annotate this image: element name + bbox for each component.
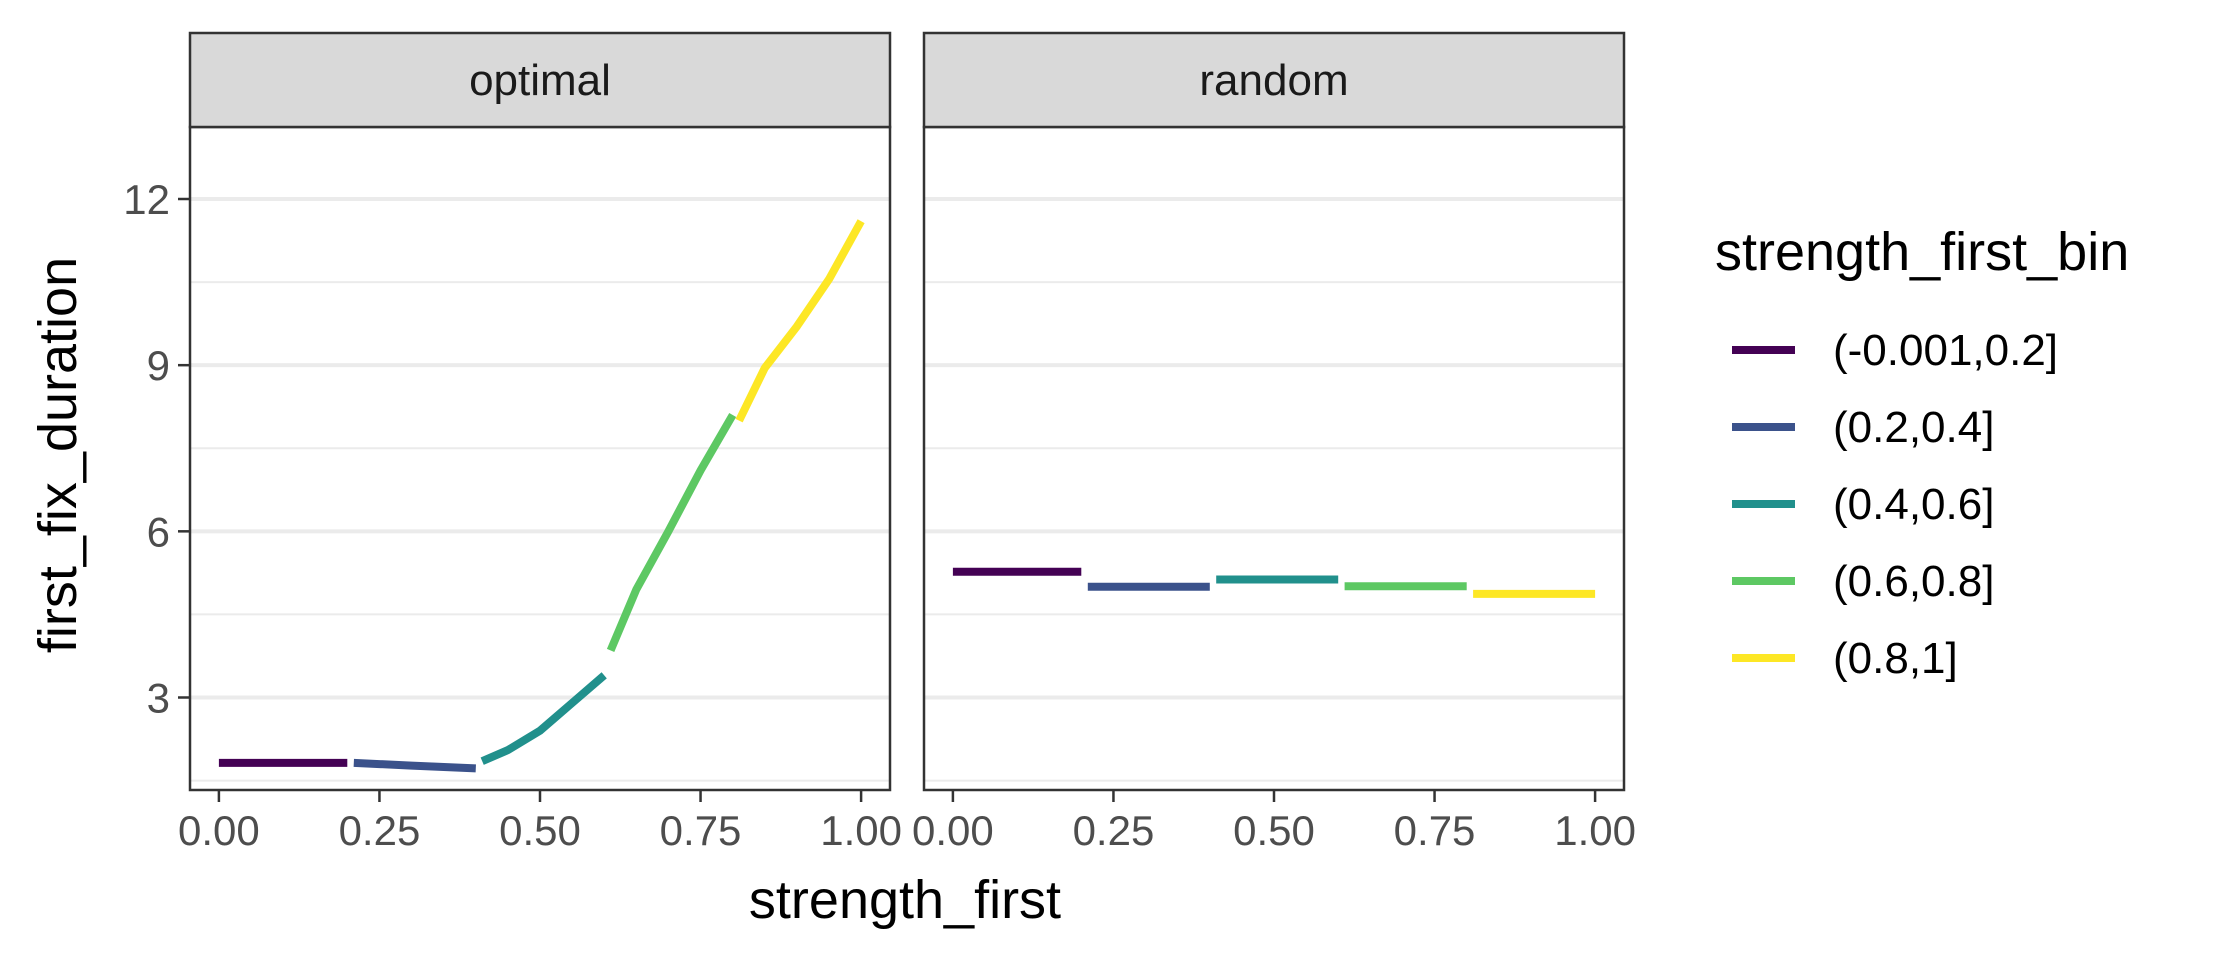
legend-label: (0.2,0.4] [1833, 403, 1994, 452]
x-tick-label: 0.25 [339, 807, 421, 854]
x-tick-label: 0.75 [660, 807, 742, 854]
legend-label: (-0.001,0.2] [1833, 326, 2058, 375]
x-axis-optimal: 0.00 0.25 0.50 0.75 1.00 [178, 790, 902, 854]
legend-item: (-0.001,0.2] [1732, 326, 2058, 375]
x-tick-label: 1.00 [1554, 807, 1636, 854]
y-tick-label: 9 [147, 342, 170, 389]
y-tick-label: 3 [147, 675, 170, 722]
legend-items: (-0.001,0.2] (0.2,0.4] (0.4,0.6] (0.6,0.8] (… [1732, 326, 2058, 683]
legend-item: (0.6,0.8] [1732, 557, 1994, 606]
strip-label: optimal [469, 56, 611, 105]
strip-label: random [1199, 56, 1348, 105]
series-line-optimal-4 [735, 219, 865, 423]
legend-label: (0.6,0.8] [1833, 557, 1994, 606]
legend-title: strength_first_bin [1715, 222, 2129, 282]
x-axes: 0.00 0.25 0.50 0.75 1.00 0.00 0.25 0.50 0.75 1.00 [178, 790, 1636, 854]
panel-random: random [922, 31, 1626, 792]
series-line-optimal-1 [353, 758, 476, 773]
x-axis-title: strength_first [749, 870, 1061, 930]
legend: strength_first_bin (-0.001,0.2] (0.2,0.4]… [1715, 222, 2129, 683]
x-tick-label: 0.75 [1394, 807, 1476, 854]
y-tick-label: 12 [123, 176, 170, 223]
strip-random [922, 31, 1626, 129]
legend-label: (0.8,1] [1833, 634, 1958, 683]
legend-item: (0.4,0.6] [1732, 480, 1994, 529]
x-tick-label: 0.00 [912, 807, 994, 854]
legend-item: (0.2,0.4] [1732, 403, 1994, 452]
panel-background [924, 127, 1624, 790]
x-tick-label: 0.50 [1233, 807, 1315, 854]
x-tick-label: 0.25 [1073, 807, 1155, 854]
x-axis-random: 0.00 0.25 0.50 0.75 1.00 [912, 790, 1636, 854]
panel-background [190, 127, 890, 790]
x-tick-label: 0.00 [178, 807, 260, 854]
y-tick-label: 6 [147, 508, 170, 555]
legend-label: (0.4,0.6] [1833, 480, 1994, 529]
x-tick-label: 1.00 [820, 807, 902, 854]
series-line-optimal-2 [480, 672, 607, 765]
legend-item: (0.8,1] [1732, 634, 1958, 683]
y-axis-title: first_fix_duration [28, 257, 88, 653]
strip-optimal [188, 31, 892, 129]
facet-panels: optimal random [188, 31, 1626, 792]
y-axis: 3 6 9 12 [123, 176, 190, 722]
panel-optimal: optimal [188, 31, 892, 792]
series-line-optimal-3 [606, 412, 737, 652]
x-tick-label: 0.50 [499, 807, 581, 854]
